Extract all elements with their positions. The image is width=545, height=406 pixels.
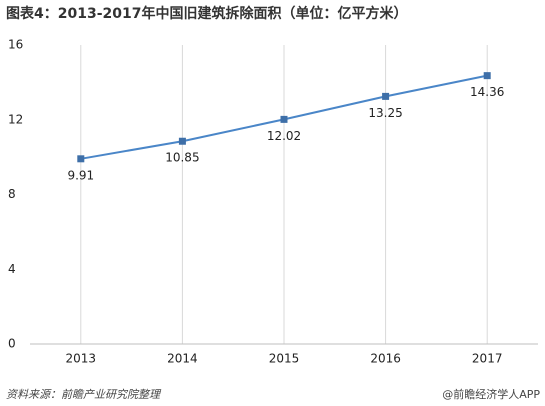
y-tick-label: 4 [8,262,16,276]
y-tick-label: 12 [8,112,23,126]
data-label: 9.91 [67,168,94,182]
x-tick-label: 2015 [269,352,300,366]
point-marker [483,72,491,80]
point-marker [178,137,186,145]
point-marker [382,92,390,100]
y-tick-label: 0 [8,337,16,351]
x-tick-label: 2014 [167,352,198,366]
y-tick-label: 16 [8,38,23,52]
credit: @前瞻经济学人APP [442,387,540,401]
chart-title: 图表4：2013-2017年中国旧建筑拆除面积（单位：亿平方米） [6,5,407,22]
point-marker [77,155,85,163]
data-label: 14.36 [470,85,504,99]
data-label: 10.85 [165,151,199,165]
y-tick-label: 8 [8,187,16,201]
data-label: 12.02 [267,129,301,143]
x-tick-label: 2017 [472,352,503,366]
point-marker [280,115,288,123]
x-tick-label: 2016 [370,352,401,366]
data-label: 13.25 [368,106,402,120]
x-tick-label: 2013 [66,352,97,366]
source-note: 资料来源：前瞻产业研究院整理 [6,388,162,401]
